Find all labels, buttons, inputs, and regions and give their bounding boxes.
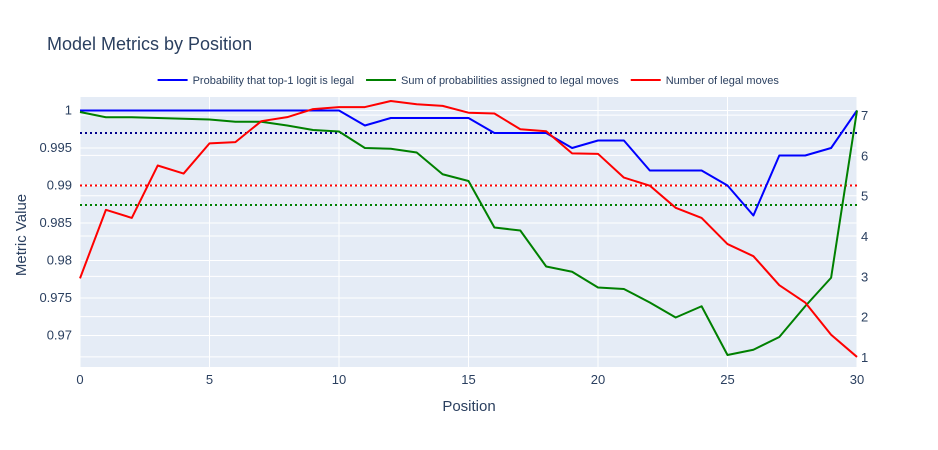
y2-tick-label: 1 bbox=[861, 350, 868, 365]
legend-label: Number of legal moves bbox=[666, 75, 780, 87]
x-tick-label: 15 bbox=[461, 372, 475, 387]
x-axis-ticks: 0 5 10 15 20 25 30 bbox=[76, 372, 864, 387]
legend-label: Probability that top-1 logit is legal bbox=[193, 75, 354, 87]
x-tick-label: 10 bbox=[332, 372, 346, 387]
x-tick-label: 5 bbox=[206, 372, 213, 387]
legend-item[interactable]: Number of legal moves bbox=[630, 75, 780, 87]
chart-legend[interactable]: Probability that top-1 logit is legal Sum… bbox=[157, 75, 780, 87]
y-tick-label: 0.98 bbox=[47, 253, 72, 268]
x-tick-label: 0 bbox=[76, 372, 83, 387]
y-tick-label: 0.99 bbox=[47, 178, 72, 193]
y2-tick-label: 7 bbox=[861, 108, 868, 123]
y-tick-label: 1 bbox=[65, 103, 72, 118]
y-tick-label: 0.985 bbox=[39, 215, 72, 230]
series-line bbox=[79, 110, 858, 356]
y-tick-label: 0.975 bbox=[39, 290, 72, 305]
series-line bbox=[80, 109, 858, 217]
series-line bbox=[79, 100, 858, 358]
y2-tick-label: 6 bbox=[861, 148, 868, 163]
y-tick-label: 0.97 bbox=[47, 328, 72, 343]
legend-item[interactable]: Sum of probabilities assigned to legal m… bbox=[366, 75, 619, 87]
x-tick-label: 20 bbox=[591, 372, 605, 387]
y2-tick-label: 4 bbox=[861, 229, 868, 244]
y-axis-ticks: 0.97 0.975 0.98 0.985 0.99 0.995 1 bbox=[39, 103, 72, 343]
y2-tick-label: 2 bbox=[861, 310, 868, 325]
legend-item[interactable]: Probability that top-1 logit is legal bbox=[157, 75, 354, 87]
y-axis-title: Metric Value bbox=[13, 194, 30, 276]
y2-axis-ticks: 1 2 3 4 5 6 7 bbox=[861, 108, 868, 365]
legend-label: Sum of probabilities assigned to legal m… bbox=[401, 75, 619, 87]
y2-tick-label: 3 bbox=[861, 269, 868, 284]
y2-tick-label: 5 bbox=[861, 189, 868, 204]
x-tick-label: 30 bbox=[850, 372, 864, 387]
x-tick-label: 25 bbox=[720, 372, 734, 387]
y-tick-label: 0.995 bbox=[39, 140, 72, 155]
series-lines bbox=[79, 100, 858, 358]
gridlines bbox=[79, 97, 858, 367]
chart-title: Model Metrics by Position bbox=[47, 34, 252, 54]
x-axis-title: Position bbox=[442, 398, 495, 415]
